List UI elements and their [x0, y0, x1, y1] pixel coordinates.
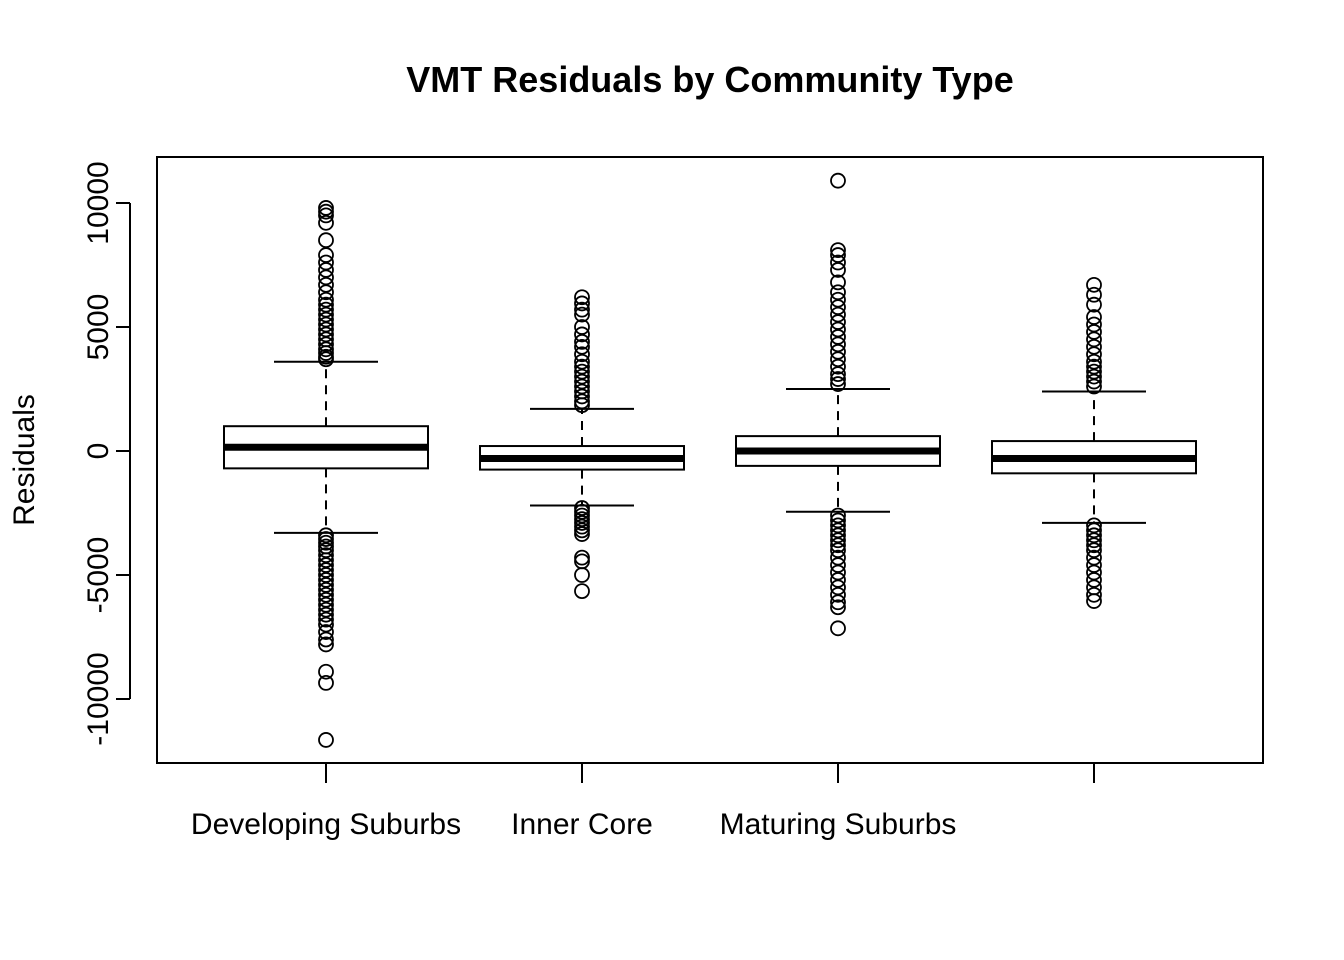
plot-frame [156, 156, 1264, 764]
outlier-point [574, 567, 590, 583]
outlier-point [830, 620, 846, 637]
y-tick-label: 5000 [82, 294, 115, 361]
outlier-point [830, 242, 846, 259]
outlier-point [574, 326, 590, 343]
outlier-point [318, 232, 334, 249]
boxes [223, 172, 1197, 748]
box-group [223, 200, 429, 748]
outlier-point [574, 333, 590, 350]
outlier-point [318, 284, 334, 301]
outlier-point [574, 301, 590, 318]
outlier-point [574, 397, 590, 414]
chart-title: VMT Residuals by Community Type [406, 59, 1013, 100]
outlier-point [318, 636, 334, 653]
outlier-point [318, 531, 334, 547]
y-tick-label: -5000 [82, 537, 115, 614]
outlier-point [830, 366, 846, 383]
outlier-point [574, 346, 590, 363]
outlier-point [830, 532, 846, 549]
y-tick-label: -10000 [82, 652, 115, 745]
outlier-point [318, 534, 334, 551]
outlier-point [318, 674, 334, 691]
outlier-point [574, 522, 590, 539]
outlier-point [318, 663, 334, 680]
outlier-point [1086, 537, 1102, 554]
outlier-point [830, 358, 846, 375]
outlier-point [318, 351, 334, 368]
y-axis-label: Residuals [8, 394, 41, 526]
outlier-point [574, 393, 590, 410]
x-tick-label: Maturing Suburbs [720, 808, 957, 841]
y-tick-label: 10000 [82, 161, 115, 244]
x-tick-label: Inner Core [511, 808, 653, 841]
outlier-point [1086, 373, 1102, 390]
outlier-point [318, 341, 334, 358]
outlier-point [574, 515, 590, 531]
y-axis: -10000 -5000 0 5000 10000 [82, 161, 131, 746]
outlier-point [830, 594, 846, 611]
outlier-point [830, 586, 846, 603]
outlier-point [830, 254, 846, 271]
outlier-point [574, 549, 590, 566]
outlier-point [830, 599, 846, 616]
outlier-point [830, 376, 846, 392]
outlier-point [318, 214, 334, 231]
outlier-point [1086, 378, 1102, 395]
outlier-point [574, 306, 590, 323]
outlier-point [1086, 368, 1102, 385]
x-axis: Developing Suburbs Inner Core Maturing Sub… [191, 763, 1095, 841]
outlier-point [318, 345, 334, 361]
outlier-point [574, 388, 590, 405]
y-tick-label: 0 [82, 443, 115, 460]
outlier-point [1086, 532, 1102, 549]
outlier-point [574, 295, 590, 312]
outlier-point [1086, 346, 1102, 363]
outlier-point [830, 262, 846, 278]
outlier-point [830, 172, 846, 189]
outlier-point [1086, 586, 1102, 603]
x-tick-label: Developing Suburbs [191, 808, 461, 841]
outlier-point [830, 371, 846, 387]
outlier-point [574, 583, 590, 600]
outlier-point [830, 274, 846, 291]
outlier-point [574, 526, 590, 542]
outlier-point [1086, 296, 1102, 313]
outlier-point [318, 207, 334, 224]
box-group [479, 289, 685, 600]
outlier-point [318, 606, 334, 623]
outlier-point [318, 624, 334, 640]
outlier-point [318, 611, 334, 628]
outlier-point [318, 631, 334, 648]
outlier-point [1086, 276, 1102, 293]
outlier-point [1086, 286, 1102, 303]
box-group [735, 172, 941, 637]
outlier-point [574, 289, 590, 306]
outlier-point [574, 518, 590, 535]
outlier-point [318, 732, 334, 748]
outlier-point [830, 537, 846, 554]
outlier-point [318, 203, 334, 220]
box-group [991, 276, 1197, 609]
outlier-point [1086, 593, 1102, 609]
